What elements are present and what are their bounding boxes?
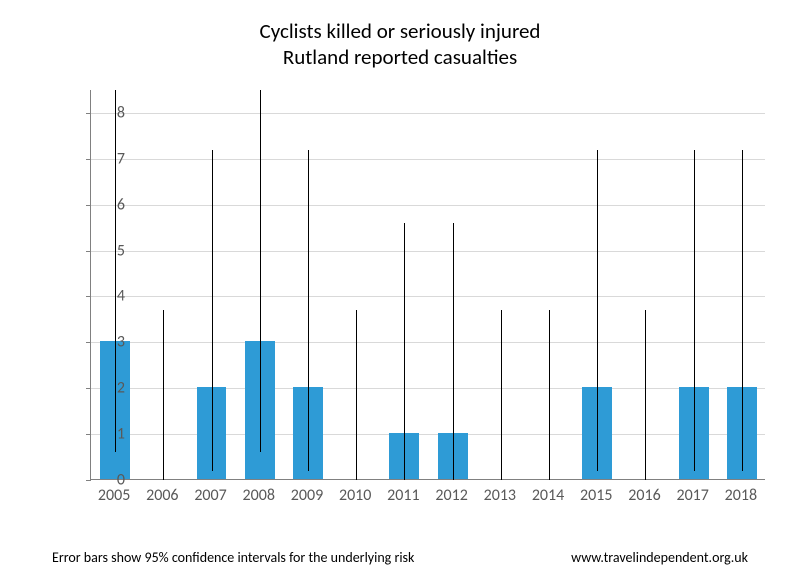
ytick-mark: [86, 251, 91, 252]
gridline: [91, 251, 765, 252]
gridline: [91, 342, 765, 343]
xtick-label: 2018: [725, 486, 757, 505]
error-bar: [163, 310, 164, 480]
error-bar: [549, 310, 550, 480]
error-bar: [115, 90, 116, 452]
ytick-mark: [86, 480, 91, 481]
gridline: [91, 388, 765, 389]
xtick-label: 2012: [435, 486, 467, 505]
xtick-label: 2008: [243, 486, 275, 505]
error-bar: [212, 150, 213, 471]
xtick-label: 2013: [484, 486, 516, 505]
error-bar: [742, 150, 743, 471]
xtick-label: 2014: [532, 486, 564, 505]
xtick-label: 2009: [291, 486, 323, 505]
title-line-1: Cyclists killed or seriously injured: [0, 18, 800, 44]
title-line-2: Rutland reported casualties: [0, 44, 800, 70]
gridline: [91, 434, 765, 435]
error-bar: [645, 310, 646, 480]
error-bar: [404, 223, 405, 480]
ytick-mark: [86, 296, 91, 297]
xtick-label: 2017: [676, 486, 708, 505]
xtick-label: 2007: [194, 486, 226, 505]
error-bar: [308, 150, 309, 471]
gridline: [91, 159, 765, 160]
gridline: [91, 113, 765, 114]
xtick-label: 2010: [339, 486, 371, 505]
error-bar: [356, 310, 357, 480]
ytick-mark: [86, 388, 91, 389]
error-bar: [501, 310, 502, 480]
xtick-label: 2005: [98, 486, 130, 505]
ytick-label: 2: [95, 379, 125, 398]
ytick-mark: [86, 159, 91, 160]
ytick-mark: [86, 113, 91, 114]
xtick-label: 2016: [628, 486, 660, 505]
footer-url: www.travelindependent.org.uk: [571, 549, 748, 566]
error-bar: [260, 90, 261, 452]
ytick-label: 8: [95, 103, 125, 122]
error-bar: [597, 150, 598, 471]
gridline: [91, 205, 765, 206]
chart-container: 0123456782005200620072008200920102011201…: [45, 90, 765, 510]
footer-note: Error bars show 95% confidence intervals…: [52, 549, 414, 566]
chart-title: Cyclists killed or seriously injured Rut…: [0, 0, 800, 71]
ytick-label: 3: [95, 333, 125, 352]
gridline: [91, 296, 765, 297]
footer: Error bars show 95% confidence intervals…: [52, 549, 748, 566]
ytick-label: 7: [95, 149, 125, 168]
ytick-mark: [86, 205, 91, 206]
error-bar: [453, 223, 454, 480]
xtick-label: 2006: [146, 486, 178, 505]
xtick-label: 2015: [580, 486, 612, 505]
plot-area: [90, 90, 765, 480]
ytick-label: 4: [95, 287, 125, 306]
ytick-mark: [86, 434, 91, 435]
error-bar: [694, 150, 695, 471]
ytick-mark: [86, 342, 91, 343]
xtick-label: 2011: [387, 486, 419, 505]
ytick-label: 1: [95, 425, 125, 444]
ytick-label: 5: [95, 241, 125, 260]
ytick-label: 6: [95, 195, 125, 214]
